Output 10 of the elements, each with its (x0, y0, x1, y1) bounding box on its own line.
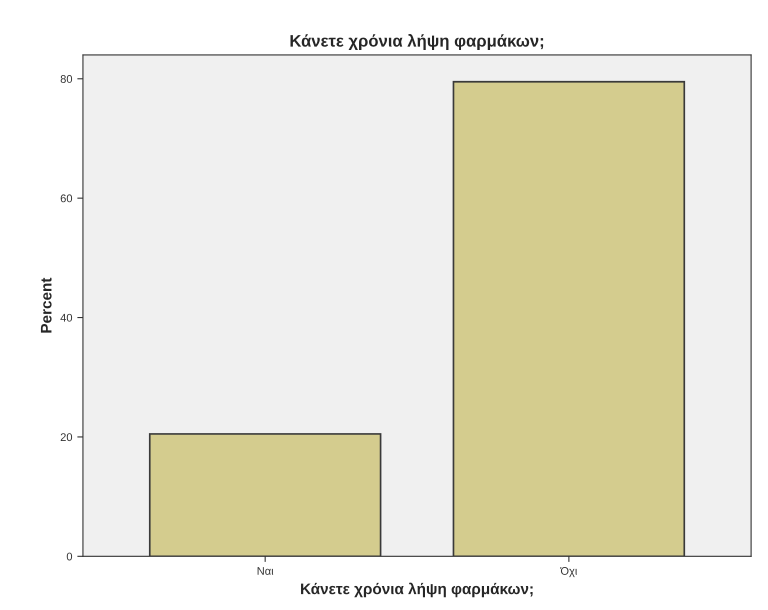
y-tick-label: 60 (60, 194, 72, 202)
x-tick-label: Όχι (560, 567, 578, 578)
y-tick-label: 40 (60, 314, 72, 322)
x-axis-title: Κάνετε χρόνια λήψη φαρμάκων; (301, 582, 533, 598)
chart-title: Κάνετε χρόνια λήψη φαρμάκων; (290, 34, 544, 50)
y-tick-label: 80 (60, 75, 72, 83)
y-axis-title: Percent (40, 278, 52, 333)
y-tick-label: 0 (66, 552, 72, 560)
x-tick-label: Ναι (258, 567, 274, 575)
y-tick-label: 20 (60, 433, 72, 442)
